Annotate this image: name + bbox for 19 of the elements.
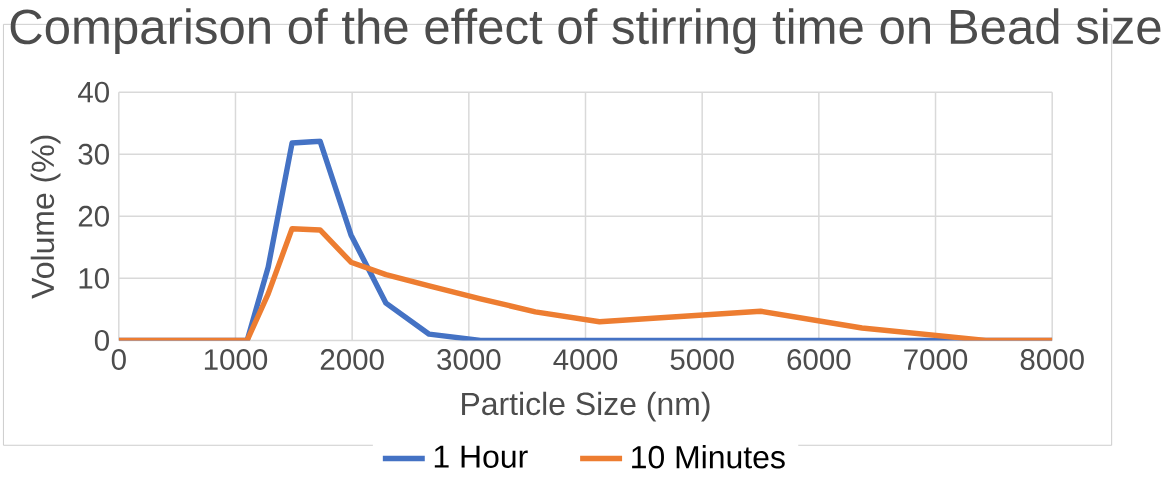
x-tick-label: 5000 [670, 349, 734, 371]
x-axis-title: Particle Size (nm) [462, 391, 710, 422]
legend-label: 10 Minutes [632, 445, 785, 469]
y-axis-title: Volume (%) [30, 135, 61, 299]
x-tick-label: 3000 [437, 349, 501, 371]
y-tick-label: 0 [94, 330, 109, 351]
y-tick-label: 10 [79, 268, 109, 289]
y-tick-label: 30 [78, 143, 109, 165]
x-tick-label: 2000 [320, 349, 384, 371]
x-tick-label: 4000 [553, 349, 618, 371]
x-tick-label: 7000 [904, 349, 968, 371]
x-tick-label: 0 [111, 349, 126, 371]
x-tick-label: 6000 [787, 349, 851, 371]
chart-title: Comparison of the effect of stirring time on Bead size [10, 8, 1161, 55]
legend-label: 1 Hour [434, 445, 528, 469]
y-tick-label: 20 [78, 206, 109, 227]
x-tick-label: 8000 [1020, 349, 1084, 371]
x-tick-label: 1000 [204, 349, 268, 371]
y-tick-label: 40 [78, 81, 109, 103]
